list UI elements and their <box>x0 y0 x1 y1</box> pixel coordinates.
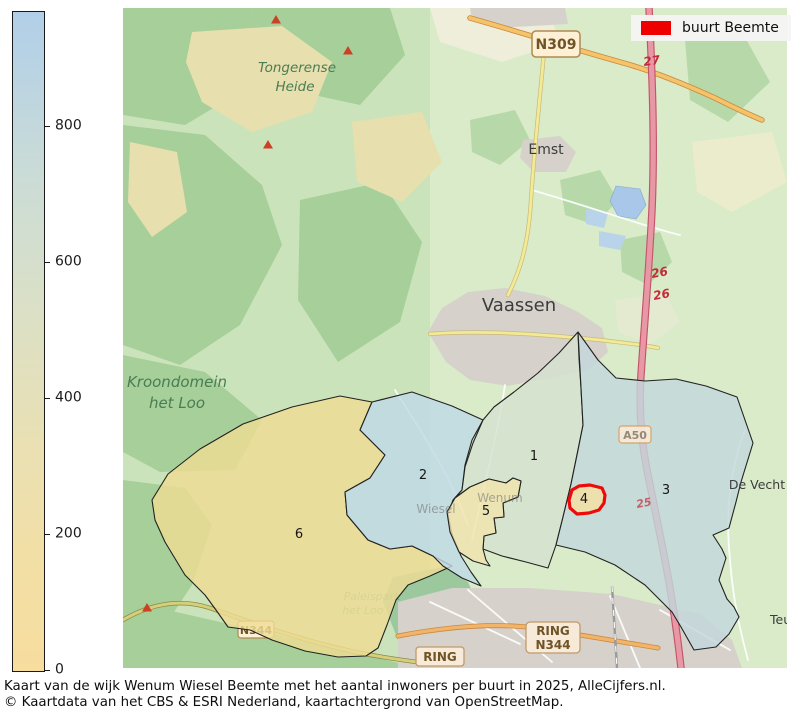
lake-water <box>586 185 647 250</box>
region-label-1: 1 <box>530 449 538 464</box>
colorbar <box>12 11 45 672</box>
region-label-3: 3 <box>662 483 670 498</box>
place-label-teuge: Teu <box>769 612 787 627</box>
caption-line-2: © Kaartdata van het CBS & ESRI Nederland… <box>4 695 564 710</box>
colorbar-tick-label: 600 <box>55 254 82 271</box>
svg-text:RING: RING <box>423 650 457 664</box>
road-badge-a50: A50 <box>618 425 652 444</box>
place-label-kroondomein-1: Kroondomein <box>127 373 227 391</box>
svg-text:N344: N344 <box>535 638 570 652</box>
svg-text:A50: A50 <box>623 429 647 442</box>
region-polygon-3 <box>555 331 754 651</box>
motorway-exit-27: 27 <box>642 53 661 69</box>
colorbar-tick <box>44 398 50 400</box>
legend-label: buurt Beemte <box>682 20 779 36</box>
motorway-exit-25: 25 <box>635 495 653 511</box>
road-badge-ring-n344: RING N344 <box>525 621 581 654</box>
road-badge-n309: N309 <box>531 30 581 58</box>
legend-box: buurt Beemte <box>631 15 791 41</box>
region-overlays <box>151 331 754 658</box>
caption-line-1: Kaart van de wijk Wenum Wiesel Beemte me… <box>4 679 666 694</box>
svg-text:RING: RING <box>536 624 570 638</box>
colorbar-tick-label: 800 <box>55 118 82 135</box>
place-label-wenum: Wenum <box>477 491 522 505</box>
region-label-4: 4 <box>580 492 588 507</box>
railway <box>610 585 619 669</box>
region-polygon-4 <box>567 483 607 516</box>
place-label-kroondomein-2: het Loo <box>149 394 205 412</box>
place-label-emst: Emst <box>528 142 564 158</box>
colorbar-tick <box>44 262 50 264</box>
colorbar-tick <box>44 670 50 671</box>
region-label-6: 6 <box>295 527 303 542</box>
colorbar-tick-label: 400 <box>55 389 82 406</box>
motorway-exit-26a: 26 <box>650 264 669 281</box>
colorbar-tick-label: 200 <box>55 525 82 542</box>
svg-text:N309: N309 <box>536 37 577 53</box>
region-polygon-6 <box>151 395 453 658</box>
colorbar-tick-label: 0 <box>55 661 64 678</box>
road-badge-ring: RING <box>415 646 465 667</box>
region-polygon-2 <box>344 391 484 587</box>
motorway-exit-26b: 26 <box>652 286 671 303</box>
place-label-vaassen: Vaassen <box>482 295 556 316</box>
place-label-tongerense-heide-1: Tongerense <box>258 60 336 76</box>
map-svg: Tongerense Heide Emst Vaassen Kroondomei… <box>120 4 791 672</box>
region-label-2: 2 <box>419 468 427 483</box>
region-polygon-5 <box>446 477 522 567</box>
place-label-wiesel: Wiesel <box>416 502 455 516</box>
legend-swatch <box>641 21 671 35</box>
poi-triangle-icons <box>142 15 353 612</box>
colorbar-tick <box>44 534 50 536</box>
colorbar-tick <box>44 126 50 128</box>
place-label-tongerense-heide-2: Heide <box>275 79 314 95</box>
map: Tongerense Heide Emst Vaassen Kroondomei… <box>120 4 791 672</box>
region-label-5: 5 <box>482 504 490 519</box>
place-label-de-vecht: De Vecht <box>729 477 785 492</box>
